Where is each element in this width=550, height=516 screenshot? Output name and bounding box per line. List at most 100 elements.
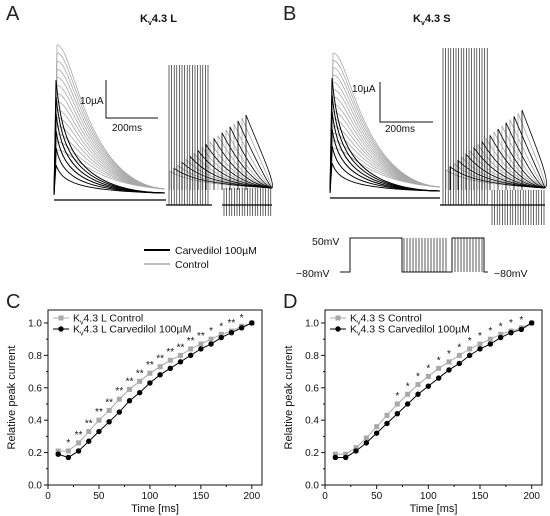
carvedilol-trace xyxy=(481,140,546,190)
significance-marker: * xyxy=(240,313,244,324)
significance-marker: * xyxy=(406,381,410,392)
data-point-control xyxy=(353,445,359,451)
data-point-carvedilol xyxy=(497,334,504,341)
carvedilol-trace xyxy=(521,109,547,190)
panel-b-letter: B xyxy=(283,3,296,25)
data-point-control xyxy=(127,386,133,392)
data-point-carvedilol xyxy=(86,438,92,444)
panel-b-scale-bar: 10µA 200ms xyxy=(352,82,433,135)
x-tick-label: 100 xyxy=(142,491,159,502)
significance-marker: ** xyxy=(197,331,205,342)
scale-time-label: 200ms xyxy=(385,124,415,135)
legend-marker xyxy=(335,315,341,321)
significance-marker: ** xyxy=(95,407,103,418)
significance-marker: * xyxy=(478,331,482,342)
data-point-carvedilol xyxy=(228,329,235,336)
significance-marker: * xyxy=(488,326,492,337)
data-point-control xyxy=(55,448,61,454)
legend-marker xyxy=(335,326,341,332)
data-point-control xyxy=(188,346,194,352)
repetitive-pulse-traces xyxy=(54,65,272,216)
data-point-carvedilol xyxy=(332,454,339,461)
control-trace xyxy=(225,129,273,190)
data-point-carvedilol xyxy=(187,352,194,359)
scale-current-label: 10µA xyxy=(352,84,376,95)
significance-marker: ** xyxy=(146,360,154,371)
repetitive-pulse-traces xyxy=(330,48,545,225)
significance-marker: * xyxy=(499,321,503,332)
control-traces xyxy=(329,52,546,194)
data-point-control xyxy=(436,365,442,371)
x-tick-label: 0 xyxy=(322,491,328,502)
data-point-carvedilol xyxy=(477,346,483,352)
y-tick-label: 0.8 xyxy=(28,351,42,362)
carvedilol-traces xyxy=(53,79,273,196)
significance-marker: * xyxy=(395,391,399,402)
y-tick-label: 0.4 xyxy=(305,416,319,427)
data-point-carvedilol xyxy=(508,329,514,336)
significance-marker: ** xyxy=(105,397,113,408)
significance-marker: * xyxy=(426,363,430,374)
data-point-carvedilol xyxy=(384,420,390,427)
scale-current-label: 10µA xyxy=(80,96,104,107)
data-point-control xyxy=(76,440,82,446)
significance-marker: * xyxy=(416,372,420,383)
carvedilol-trace xyxy=(197,149,273,190)
data-point-carvedilol xyxy=(96,428,102,435)
legend-carvedilol-label: Carvedilol 100µM xyxy=(175,245,257,257)
data-point-carvedilol xyxy=(249,320,255,326)
significance-marker: * xyxy=(447,349,451,360)
data-point-carvedilol xyxy=(425,383,432,389)
carvedilol-trace xyxy=(53,79,166,196)
data-point-carvedilol xyxy=(518,326,525,333)
panel-c-chart: 0 50 100 150 200 0.0 0.2 0.4 0.6 0.8 1.0 Time [ms] R… xyxy=(6,309,263,515)
significance-marker: * xyxy=(209,326,213,337)
data-point-carvedilol xyxy=(394,411,401,417)
x-tick-label: 100 xyxy=(420,491,437,502)
legend-marker xyxy=(58,315,64,321)
data-point-carvedilol xyxy=(75,448,82,454)
panel-c: C 0 50 100 150 200 0.0 0.2 0.4 0.6 0.8 1.0 Time [ms… xyxy=(6,291,263,515)
carvedilol-trace xyxy=(205,143,273,190)
data-point-carvedilol xyxy=(137,389,143,396)
protocol-low-left-label: −80mV xyxy=(296,268,330,280)
data-point-carvedilol xyxy=(116,409,123,415)
significance-marker: ** xyxy=(166,347,174,358)
data-point-control xyxy=(446,359,452,365)
data-point-carvedilol xyxy=(198,346,204,352)
carvedilol-trace xyxy=(473,146,546,190)
significance-marker: ** xyxy=(85,419,93,430)
carvedilol-traces xyxy=(329,77,547,194)
panel-a-scale-bar: 10µA 200ms xyxy=(80,80,158,134)
data-point-control xyxy=(147,370,153,376)
series-line xyxy=(335,322,532,455)
data-point-carvedilol xyxy=(415,391,421,397)
voltage-protocol: 50mV −80mV −80mV xyxy=(296,236,528,280)
legend-control-label: Control xyxy=(175,259,209,271)
significance-marker: ** xyxy=(75,430,83,441)
panel-a-traces xyxy=(53,44,273,216)
data-point-control xyxy=(394,401,400,407)
carvedilol-trace xyxy=(329,77,441,194)
panel-a: A Kv4.3 L 10µA 200ms xyxy=(6,3,273,216)
panel-b: B Kv4.3 S 10µA 200ms xyxy=(283,3,547,225)
carvedilol-trace xyxy=(513,116,546,190)
data-point-control xyxy=(343,451,349,457)
panel-a-letter: A xyxy=(6,3,20,25)
carvedilol-trace xyxy=(489,135,546,190)
carvedilol-trace xyxy=(221,132,273,190)
data-point-carvedilol xyxy=(446,367,452,373)
control-trace xyxy=(501,125,546,190)
data-point-carvedilol xyxy=(404,401,411,407)
legend-marker xyxy=(58,326,64,332)
series-line xyxy=(58,322,253,459)
panel-d: D 0 50 100 150 200 0.0 0.2 0.4 0.6 0.8 1.0 Time [ms… xyxy=(283,291,543,515)
carvedilol-trace xyxy=(245,114,273,190)
legend-label: Kv4.3 L Control xyxy=(73,313,143,327)
data-point-control xyxy=(498,331,504,337)
plot-frame xyxy=(324,309,543,486)
legend-label: Kv4.3 L Carvedilol 100µM xyxy=(73,324,191,338)
y-tick-label: 0.6 xyxy=(28,383,42,394)
x-tick-label: 150 xyxy=(472,491,489,502)
legend-label: Kv4.3 S Control xyxy=(350,313,422,327)
